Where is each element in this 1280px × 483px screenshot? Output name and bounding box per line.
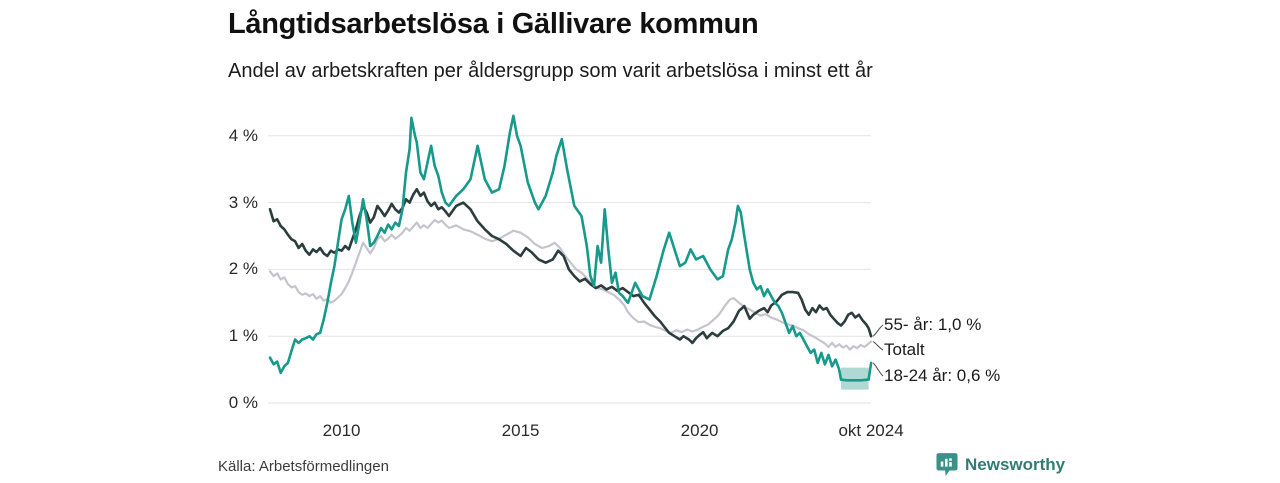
label-connector [872,324,884,337]
series-label-18-24-ar: 18-24 år: 0,6 % [884,366,1001,385]
page-subtitle: Andel av arbetskraften per åldersgrupp s… [228,60,873,82]
y-tick-label: 2 % [228,259,258,279]
series-label-totalt: Totalt [884,340,925,359]
series-label-55-ar: 55- år: 1,0 % [884,315,982,334]
label-connector [872,341,884,351]
series-line-18-24-r [268,114,873,382]
x-tick-label: 2020 [680,421,719,440]
newsworthy-logo[interactable]: Newsworthy [936,452,1065,478]
x-tick-label: 2010 [322,421,361,440]
newsworthy-wordmark: Newsworthy [965,455,1066,474]
newsworthy-icon [936,452,958,478]
label-connector [872,362,884,377]
x-tick-label: 2015 [501,421,540,440]
recent-months-band [841,367,869,390]
source-note: Källa: Arbetsförmedlingen [218,458,389,475]
series-line-totalt [268,218,873,351]
y-tick-label: 4 % [228,125,258,145]
y-tick-label: 1 % [228,326,258,346]
page-title: Långtidsarbetslösa i Gällivare kommun [228,8,759,40]
x-tick-label: okt 2024 [838,421,904,440]
series-line-55-r [268,187,873,345]
y-tick-label: 3 % [228,192,258,212]
y-tick-label: 0 % [228,393,258,412]
